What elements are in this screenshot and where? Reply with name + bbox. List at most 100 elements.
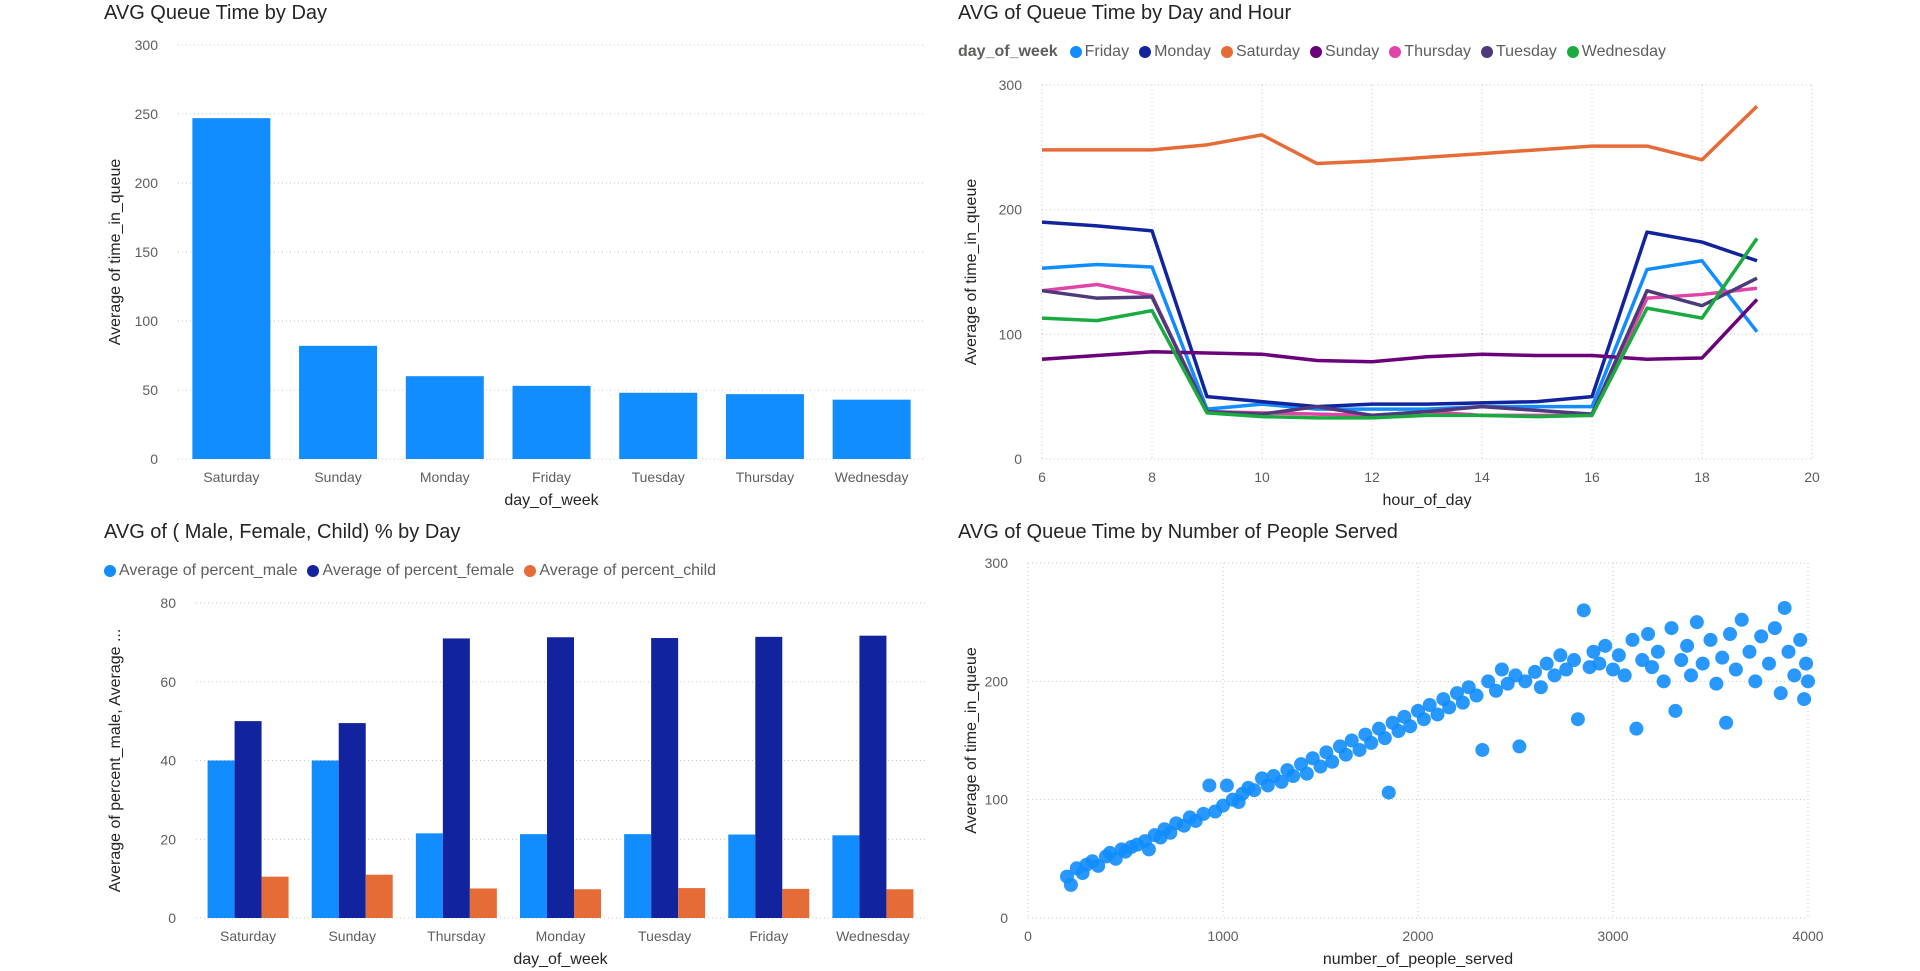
- y-tick-label: 200: [985, 673, 1009, 689]
- scatter-point: [1715, 650, 1730, 665]
- x-tick-label: 18: [1694, 469, 1710, 485]
- x-tick-label: 16: [1584, 469, 1600, 485]
- scatter-point: [1742, 644, 1757, 659]
- scatter-point: [1767, 621, 1782, 636]
- chart3-legend: Average of percent_male Average of perce…: [104, 562, 722, 580]
- bar-thursday-child: [469, 888, 497, 918]
- scatter-point: [1481, 674, 1496, 689]
- bar-tuesday: [619, 392, 698, 459]
- scatter-point: [1219, 778, 1234, 793]
- legend-label: Average of percent_male: [119, 562, 298, 579]
- x-tick-label: Saturday: [203, 469, 259, 485]
- legend-label: Average of percent_child: [539, 562, 717, 579]
- x-tick-label: Wednesday: [836, 928, 910, 944]
- legend-dot-icon: [1566, 46, 1579, 58]
- x-tick-label: Monday: [420, 469, 470, 485]
- scatter-point: [1416, 712, 1431, 727]
- chart1-title: AVG Queue Time by Day: [104, 2, 328, 24]
- chart3-title: AVG of ( Male, Female, Child) % by Day: [104, 521, 461, 543]
- y-tick-label: 250: [135, 106, 159, 122]
- scatter-point: [1728, 662, 1743, 677]
- legend-label: Saturday: [1235, 43, 1301, 60]
- scatter-point: [1364, 735, 1379, 750]
- scatter-point: [1801, 674, 1815, 689]
- scatter-point: [1734, 612, 1749, 627]
- legend-item-sunday[interactable]: Sunday: [1310, 43, 1379, 61]
- scatter-point: [1403, 719, 1418, 734]
- scatter-point: [1377, 731, 1392, 746]
- bar-wednesday-child: [886, 889, 914, 918]
- legend-item-wednesday[interactable]: Wednesday: [1566, 43, 1666, 61]
- bar-friday: [512, 385, 591, 459]
- scatter-point: [1442, 700, 1457, 715]
- x-tick-label: Saturday: [220, 928, 276, 944]
- bar-tuesday-child: [678, 888, 706, 918]
- legend-item-friday[interactable]: Friday: [1069, 43, 1129, 61]
- chart4-queue-by-people-served: 0 100 200 300 Average of time_in_queuenumber…: [963, 555, 1824, 968]
- y-axis-title: Average of percent_male, Average ...: [107, 629, 124, 893]
- x-tick-label: 8: [1148, 469, 1156, 485]
- bar-friday-female: [755, 636, 783, 918]
- legend-item-tuesday[interactable]: Tuesday: [1481, 43, 1557, 61]
- y-tick-label: 0: [1000, 910, 1008, 926]
- legend-item-saturday[interactable]: Saturday: [1220, 43, 1301, 61]
- y-tick-label: 0: [150, 451, 158, 467]
- y-tick-label: 60: [160, 674, 176, 690]
- y-tick-label: 300: [985, 555, 1009, 571]
- scatter-point: [1570, 712, 1585, 727]
- scatter-point: [1641, 627, 1656, 641]
- scatter-point: [1680, 638, 1695, 653]
- scatter-point: [1617, 668, 1632, 683]
- bar-saturday-female: [234, 721, 262, 918]
- legend-item-male[interactable]: Average of percent_male: [104, 562, 297, 580]
- legend-dot-icon: [524, 565, 537, 577]
- legend-item-child[interactable]: Average of percent_child: [524, 562, 716, 580]
- scatter-point: [1528, 664, 1542, 679]
- scatter-point: [1475, 742, 1490, 757]
- x-axis-title: day_of_week: [513, 951, 608, 968]
- scatter-point: [1196, 806, 1211, 821]
- scatter-point: [1797, 692, 1812, 707]
- y-tick-label: 40: [160, 753, 176, 769]
- bar-thursday-female: [442, 638, 470, 918]
- x-tick-label: Thursday: [736, 469, 794, 485]
- legend-dot-icon: [1481, 46, 1493, 58]
- line-wednesday: [1041, 237, 1759, 420]
- legend-label: Tuesday: [1496, 43, 1557, 60]
- chart2-title: AVG of Queue Time by Day and Hour: [958, 2, 1292, 24]
- legend-item-thursday[interactable]: Thursday: [1389, 43, 1471, 61]
- x-tick-label: Friday: [749, 928, 788, 944]
- chart4-title: AVG of Queue Time by Number of People Se…: [958, 521, 1398, 543]
- scatter-point: [1352, 742, 1367, 757]
- legend-item-female[interactable]: Average of percent_female: [307, 562, 514, 580]
- x-tick-label: 4000: [1792, 928, 1823, 944]
- scatter-point: [1606, 662, 1620, 677]
- scatter-point: [1773, 686, 1788, 701]
- scatter-point: [1299, 766, 1314, 781]
- x-tick-label: Sunday: [314, 469, 361, 485]
- scatter-point: [1629, 721, 1644, 736]
- y-axis-title: Average of time_in_queue: [963, 179, 980, 366]
- scatter-point: [1684, 668, 1698, 683]
- line-monday: [1041, 220, 1758, 409]
- y-tick-label: 200: [999, 202, 1023, 218]
- scatter-point: [1512, 739, 1527, 754]
- x-tick-label: Monday: [536, 928, 586, 944]
- bar-saturday-child: [261, 876, 289, 918]
- scatter-point: [1533, 680, 1548, 695]
- scatter-point: [1586, 644, 1601, 659]
- legend-title: day_of_week: [958, 43, 1058, 60]
- x-tick-label: Wednesday: [835, 469, 909, 485]
- bar-thursday: [725, 394, 804, 459]
- x-axis-title: hour_of_day: [1383, 492, 1472, 509]
- scatter-point: [1567, 653, 1581, 668]
- scatter-point: [1754, 629, 1769, 644]
- bar-sunday: [299, 345, 378, 459]
- legend-dot-icon: [307, 565, 320, 577]
- y-tick-label: 50: [142, 382, 158, 398]
- line-saturday: [1042, 104, 1759, 166]
- legend-item-monday[interactable]: Monday: [1139, 43, 1211, 61]
- legend-label: Wednesday: [1581, 43, 1666, 60]
- scatter-point: [1689, 615, 1704, 630]
- chart1-avg-queue-by-day: 0 50 100 150 200 250 300 Average of time_in_que…: [107, 37, 925, 509]
